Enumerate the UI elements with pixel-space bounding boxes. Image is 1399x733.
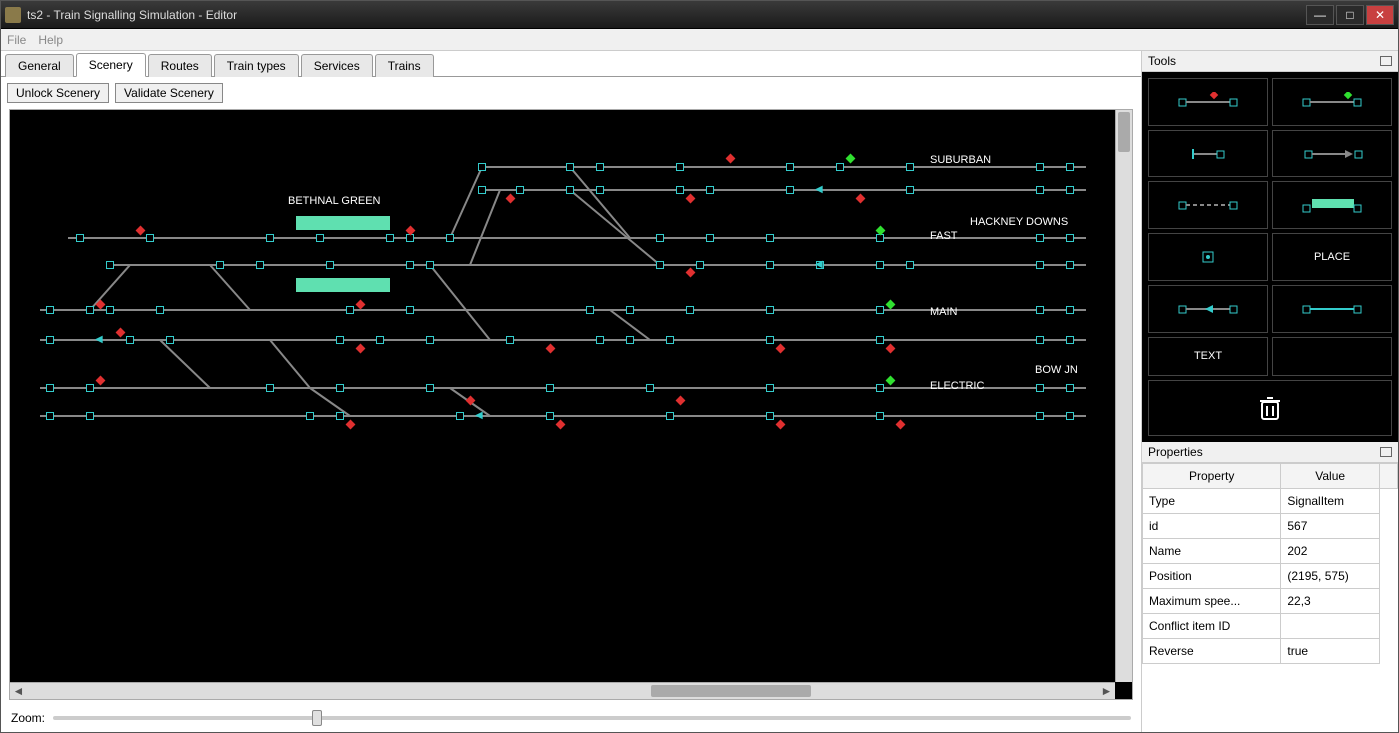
tool-place[interactable]: PLACE: [1272, 233, 1392, 281]
window-title: ts2 - Train Signalling Simulation - Edit…: [27, 8, 1306, 22]
tab-general[interactable]: General: [5, 54, 74, 77]
menu-help[interactable]: Help: [38, 33, 63, 47]
tool-text[interactable]: TEXT: [1148, 337, 1268, 377]
properties-popout-icon[interactable]: [1380, 447, 1392, 457]
app-window: ts2 - Train Signalling Simulation - Edit…: [0, 0, 1399, 733]
properties-table: Property Value TypeSignalItemid567Name20…: [1142, 463, 1398, 732]
property-row[interactable]: id567: [1143, 514, 1398, 539]
tab-bar: General Scenery Routes Train types Servi…: [1, 51, 1141, 77]
tool-signal-red[interactable]: [1148, 78, 1268, 126]
prop-header-property[interactable]: Property: [1143, 464, 1281, 489]
app-icon: [5, 7, 21, 23]
tools-palette: PLACE TEXT: [1142, 72, 1398, 442]
zoom-slider[interactable]: [53, 716, 1131, 720]
properties-panel-title: Properties: [1142, 442, 1398, 463]
tab-scenery[interactable]: Scenery: [76, 53, 146, 77]
tool-direction[interactable]: [1148, 285, 1268, 333]
tool-track-dashed[interactable]: [1148, 181, 1268, 229]
trash-icon: [1257, 394, 1283, 422]
tool-track[interactable]: [1272, 285, 1392, 333]
prop-header-value[interactable]: Value: [1281, 464, 1380, 489]
vertical-scrollbar[interactable]: [1115, 110, 1132, 682]
tab-train-types[interactable]: Train types: [214, 54, 299, 77]
maximize-button[interactable]: □: [1336, 5, 1364, 25]
scenery-toolbar: Unlock Scenery Validate Scenery: [1, 77, 1141, 109]
menu-file[interactable]: File: [7, 33, 26, 47]
tool-delete[interactable]: [1148, 380, 1392, 436]
property-row[interactable]: Position(2195, 575): [1143, 564, 1398, 589]
title-bar[interactable]: ts2 - Train Signalling Simulation - Edit…: [1, 1, 1398, 29]
property-row[interactable]: Name202: [1143, 539, 1398, 564]
tool-signal-green[interactable]: [1272, 78, 1392, 126]
zoom-label: Zoom:: [11, 711, 45, 725]
tab-trains[interactable]: Trains: [375, 54, 434, 77]
property-row[interactable]: TypeSignalItem: [1143, 489, 1398, 514]
tool-platform[interactable]: [1272, 181, 1392, 229]
property-row[interactable]: Maximum spee...22,3: [1143, 589, 1398, 614]
tools-popout-icon[interactable]: [1380, 56, 1392, 66]
tool-blank[interactable]: [1272, 337, 1392, 377]
tool-bumper[interactable]: [1148, 130, 1268, 178]
property-row[interactable]: Conflict item ID: [1143, 614, 1398, 639]
zoom-bar: Zoom:: [1, 704, 1141, 732]
tool-point[interactable]: [1148, 233, 1268, 281]
menu-bar: File Help: [1, 29, 1398, 51]
tab-routes[interactable]: Routes: [148, 54, 212, 77]
tab-services[interactable]: Services: [301, 54, 373, 77]
close-button[interactable]: ✕: [1366, 5, 1394, 25]
minimize-button[interactable]: —: [1306, 5, 1334, 25]
tools-panel-title: Tools: [1142, 51, 1398, 72]
horizontal-scrollbar[interactable]: ◄►: [10, 682, 1115, 699]
unlock-scenery-button[interactable]: Unlock Scenery: [7, 83, 109, 103]
property-row[interactable]: Reversetrue: [1143, 639, 1398, 664]
validate-scenery-button[interactable]: Validate Scenery: [115, 83, 223, 103]
tool-end[interactable]: [1272, 130, 1392, 178]
track-canvas[interactable]: BETHNAL GREENSUBURBANHACKNEY DOWNSFASTMA…: [9, 109, 1133, 700]
